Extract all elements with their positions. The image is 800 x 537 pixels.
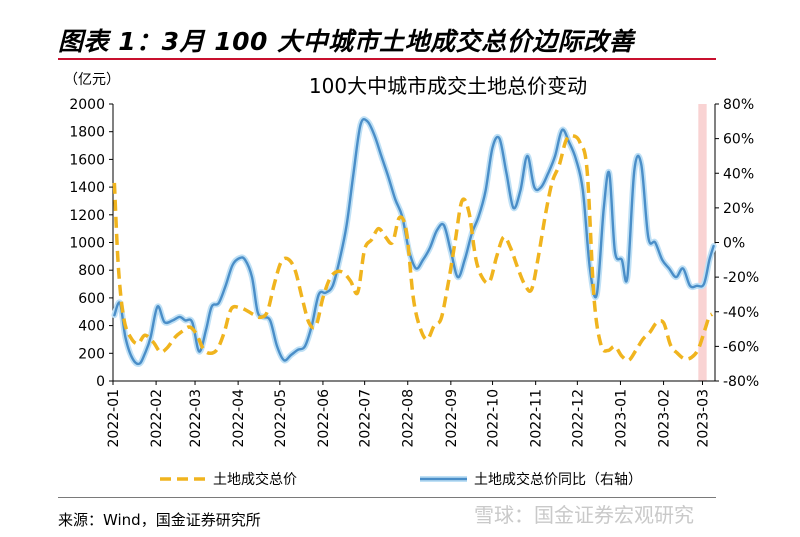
right-tick-label: -20%: [723, 270, 759, 286]
left-tick-label: 1000: [69, 236, 105, 252]
watermark-text: 雪球：国金证券宏观研究: [474, 503, 694, 527]
x-tick-label: 2023-01: [613, 389, 629, 448]
x-tick-label: 2022-09: [444, 389, 460, 448]
right-tick-label: 20%: [723, 201, 754, 217]
right-tick-label: -40%: [723, 305, 759, 321]
chart-title: 100大中城市成交土地总价变动: [309, 74, 587, 98]
left-tick-label: 1400: [69, 180, 105, 196]
chart-axes: 0 200 400 600 800 1000 1200 1400 1600 1800 2000 -80…: [69, 97, 759, 448]
x-tick-label: 2022-11: [529, 389, 545, 448]
legend: 土地成交总价 土地成交总价同比（右轴）: [160, 471, 642, 488]
figure-caption: 图表 1：3月 100 大中城市土地成交总价边际改善: [58, 27, 635, 56]
x-tick-label: 2022-02: [149, 389, 165, 448]
x-tick-label: 2022-08: [401, 389, 417, 448]
right-tick-label: -60%: [723, 339, 759, 355]
x-tick-label: 2022-05: [273, 389, 289, 448]
x-tick-label: 2023-02: [657, 389, 673, 448]
highlight-band: [698, 104, 707, 381]
left-tick-label: 800: [78, 263, 105, 279]
series-line-land-price: [112, 133, 714, 363]
left-tick-label: 1600: [69, 152, 105, 168]
right-tick-label: 80%: [723, 97, 754, 113]
x-tick-label: 2022-06: [316, 389, 332, 448]
source-note: 来源：Wind，国金证券研究所: [58, 511, 261, 529]
left-axis-unit: （亿元）: [64, 72, 120, 88]
right-tick-label: 0%: [723, 236, 745, 252]
x-tick-label: 2022-10: [486, 389, 502, 448]
right-tick-label: -80%: [723, 374, 759, 390]
left-tick-label: 1800: [69, 125, 105, 141]
legend-label-land-price: 土地成交总价: [213, 471, 297, 488]
legend-label-yoy: 土地成交总价同比（右轴）: [474, 471, 642, 488]
left-tick-label: 400: [78, 319, 105, 335]
right-tick-label: 60%: [723, 132, 754, 148]
series-line-yoy-halo: [111, 116, 717, 367]
left-tick-label: 2000: [69, 97, 105, 113]
x-tick-label: 2022-07: [358, 389, 374, 448]
x-tick-label: 2022-01: [106, 389, 122, 448]
left-tick-label: 200: [78, 346, 105, 362]
x-tick-label: 2022-03: [188, 389, 204, 448]
left-tick-label: 0: [96, 374, 105, 390]
left-tick-label: 1200: [69, 208, 105, 224]
series-line-yoy: [113, 117, 715, 366]
x-tick-label: 2022-04: [231, 389, 247, 448]
x-tick-label: 2022-12: [570, 389, 586, 448]
footer-rule: [58, 497, 716, 498]
left-tick-label: 600: [78, 291, 105, 307]
series-layer: [111, 116, 717, 367]
x-tick-label: 2023-03: [695, 389, 711, 448]
caption-rule: [58, 58, 716, 60]
right-tick-label: 40%: [723, 166, 754, 182]
